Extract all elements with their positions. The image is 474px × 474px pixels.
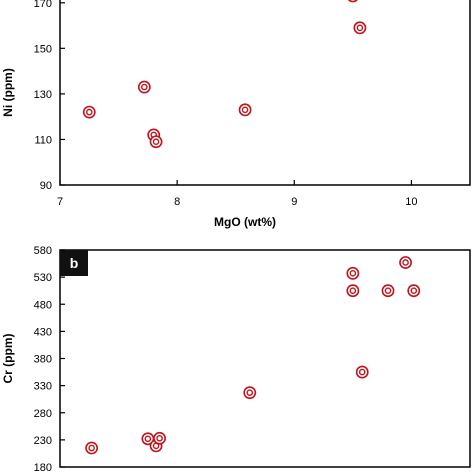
y-tick-label: 280 [34,408,52,420]
y-tick-label: 380 [34,354,52,366]
data-point [355,365,369,379]
x-tick-label: 7 [57,196,63,208]
y-tick-label: 480 [34,299,52,311]
y-axis-ni: 90 110 130 150 170 [34,0,65,192]
data-point [347,0,358,3]
panel-label-box [60,250,88,276]
data-point [82,105,96,119]
y-tick-label: 330 [34,381,52,393]
x-tick-label: 9 [291,196,297,208]
data-point [399,256,412,269]
y-tick-label: 230 [34,435,52,447]
x-tick-label: 8 [174,196,180,208]
data-point [407,284,421,298]
series-ni [82,0,367,149]
data-point [381,284,395,298]
data-point [243,386,257,400]
y-axis-title-cr: Cr (ppm) [1,334,15,384]
y-tick-label: 90 [40,180,52,192]
y-tick-label: 130 [34,89,52,101]
x-axis-title-mgo: MgO (wt%) [214,215,276,229]
x-axis-mgo: 7 8 9 10 [57,180,418,208]
data-point [85,441,99,455]
y-tick-label: 580 [34,245,52,257]
y-tick-label: 530 [34,272,52,284]
series-cr [85,256,421,455]
y-tick-label: 180 [34,462,52,474]
y-tick-label: 110 [34,134,52,146]
y-tick-label: 430 [34,326,52,338]
data-point [149,135,163,149]
data-point [346,266,360,280]
y-axis-cr: 180 230 280 330 380 430 480 530 580 [34,245,65,474]
x-tick-label: 10 [405,196,417,208]
data-point [153,431,166,445]
plot-area-ni [59,0,471,186]
y-tick-label: 170 [34,0,52,10]
data-point [137,80,151,94]
y-axis-title-ni: Ni (ppm) [1,68,15,117]
panel-a: 90 110 130 150 170 7 8 9 10 Ni (ppm) MgO (wt%) [1,0,471,229]
y-tick-label: 150 [34,43,52,55]
data-point [238,103,252,117]
data-point [346,284,360,298]
panel-label-b: b [70,255,79,271]
plot-area-cr [59,249,471,468]
data-point [353,21,367,35]
panel-b: b 180 230 280 330 380 430 480 530 580 Cr (ppm) [1,245,471,474]
